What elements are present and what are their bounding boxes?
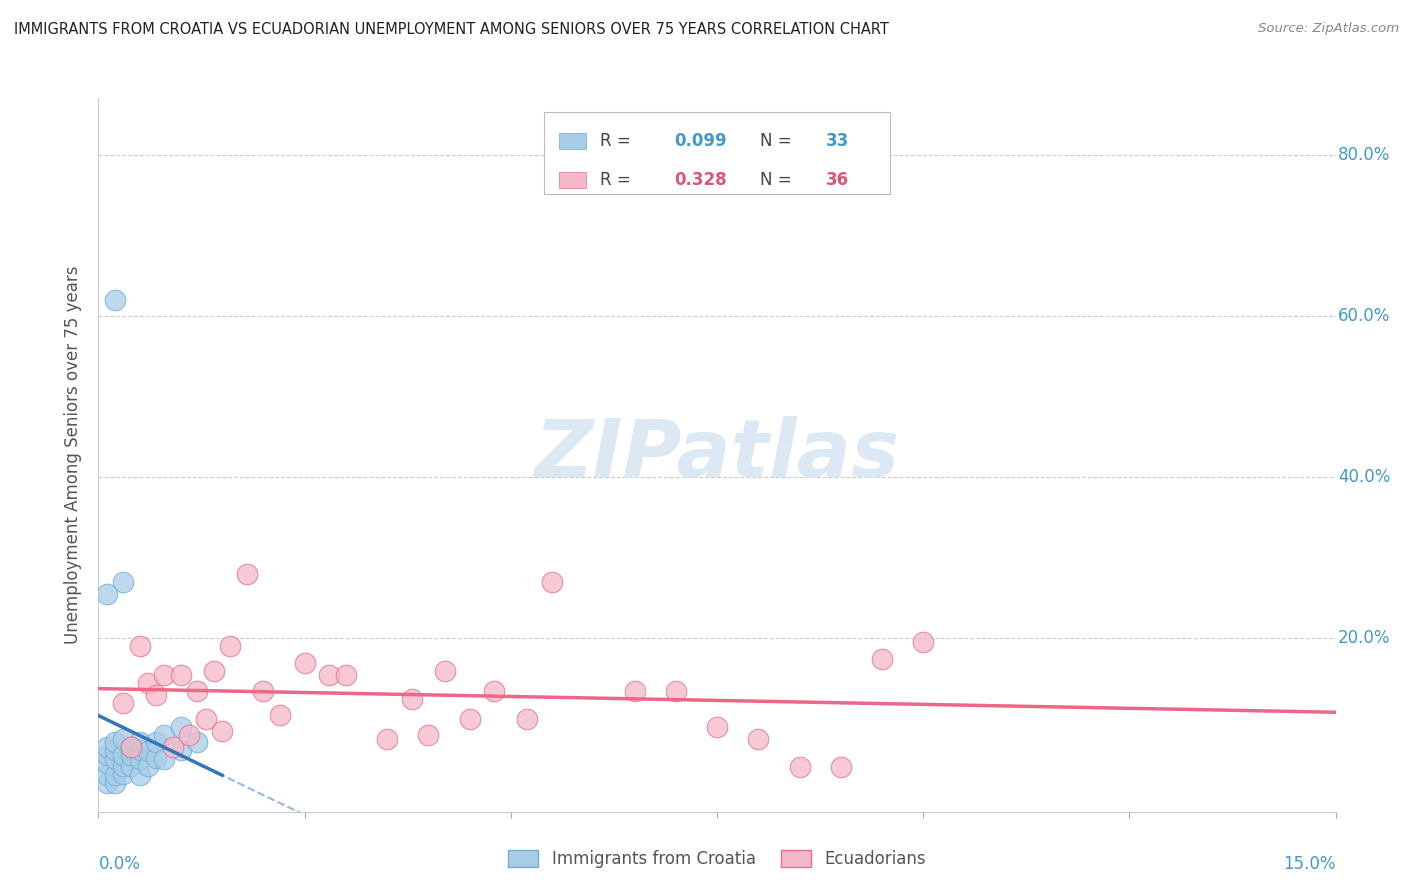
Point (830, 760, 852, 774)
Point (112, 574, 135, 589)
Point (211, 724, 233, 739)
Point (170, 667, 193, 681)
Point (186, 683, 208, 698)
Point (186, 734, 208, 748)
Point (128, 742, 150, 756)
Legend: Immigrants from Croatia, Ecuadorians: Immigrants from Croatia, Ecuadorians (502, 843, 932, 875)
FancyBboxPatch shape (558, 133, 586, 149)
Text: IMMIGRANTS FROM CROATIA VS ECUADORIAN UNEMPLOYMENT AMONG SENIORS OVER 75 YEARS C: IMMIGRANTS FROM CROATIA VS ECUADORIAN UN… (14, 22, 889, 37)
Point (96, 776, 118, 790)
Point (112, 732, 135, 747)
Point (128, 734, 150, 748)
Point (484, 683, 506, 698)
FancyBboxPatch shape (544, 112, 890, 194)
Point (747, 732, 769, 747)
Point (128, 752, 150, 766)
Point (136, 744, 159, 758)
Point (202, 664, 225, 678)
Point (136, 675, 159, 690)
Point (145, 750, 167, 764)
Point (912, 635, 935, 649)
Text: 60.0%: 60.0% (1339, 307, 1391, 325)
Text: 80.0%: 80.0% (1339, 145, 1391, 163)
Point (153, 728, 176, 742)
Y-axis label: Unemployment Among Seniors over 75 years: Unemployment Among Seniors over 75 years (65, 266, 83, 644)
Point (112, 758, 135, 772)
Text: 36: 36 (825, 170, 849, 189)
Point (136, 758, 159, 772)
Point (418, 728, 440, 742)
Point (104, 742, 127, 756)
Text: N =: N = (761, 170, 797, 189)
Text: 40.0%: 40.0% (1339, 468, 1391, 486)
Point (96, 768, 118, 782)
Text: 33: 33 (825, 132, 849, 150)
Point (401, 691, 423, 706)
Point (96, 587, 118, 601)
Point (96, 748, 118, 763)
Text: 20.0%: 20.0% (1339, 630, 1391, 648)
Point (153, 752, 176, 766)
Point (104, 768, 127, 782)
Text: 0.328: 0.328 (673, 170, 727, 189)
Text: R =: R = (599, 170, 636, 189)
Point (96, 740, 118, 755)
Point (269, 708, 291, 723)
Point (170, 720, 193, 734)
FancyBboxPatch shape (558, 172, 586, 187)
Point (706, 720, 728, 734)
Point (179, 728, 201, 742)
Point (623, 683, 645, 698)
Point (665, 683, 688, 698)
Point (104, 293, 127, 307)
Text: Source: ZipAtlas.com: Source: ZipAtlas.com (1258, 22, 1399, 36)
Point (128, 640, 150, 654)
Text: ZIPatlas: ZIPatlas (534, 416, 900, 494)
Point (112, 696, 135, 710)
Point (219, 640, 242, 654)
Text: 15.0%: 15.0% (1284, 855, 1336, 872)
Text: N =: N = (761, 132, 797, 150)
Point (541, 574, 564, 589)
Point (145, 734, 167, 748)
Point (458, 712, 481, 726)
Point (104, 776, 127, 790)
Point (194, 712, 217, 726)
Point (170, 742, 193, 756)
Point (112, 748, 135, 763)
Point (104, 734, 127, 748)
Point (162, 740, 184, 755)
Point (236, 566, 259, 581)
Text: 0.0%: 0.0% (98, 855, 141, 872)
Point (252, 683, 274, 698)
Point (96, 756, 118, 771)
Text: 0.099: 0.099 (673, 132, 727, 150)
Point (120, 740, 142, 755)
Point (294, 656, 316, 670)
Point (153, 667, 176, 681)
Point (789, 760, 811, 774)
Point (145, 688, 167, 702)
Point (112, 767, 135, 781)
Point (375, 732, 398, 747)
Point (120, 740, 142, 755)
Point (318, 667, 340, 681)
Point (516, 712, 538, 726)
Point (104, 752, 127, 766)
Text: R =: R = (599, 132, 636, 150)
Point (128, 768, 150, 782)
Point (120, 758, 142, 772)
Point (433, 664, 456, 678)
Point (870, 651, 893, 665)
Point (120, 748, 142, 763)
Point (335, 667, 357, 681)
